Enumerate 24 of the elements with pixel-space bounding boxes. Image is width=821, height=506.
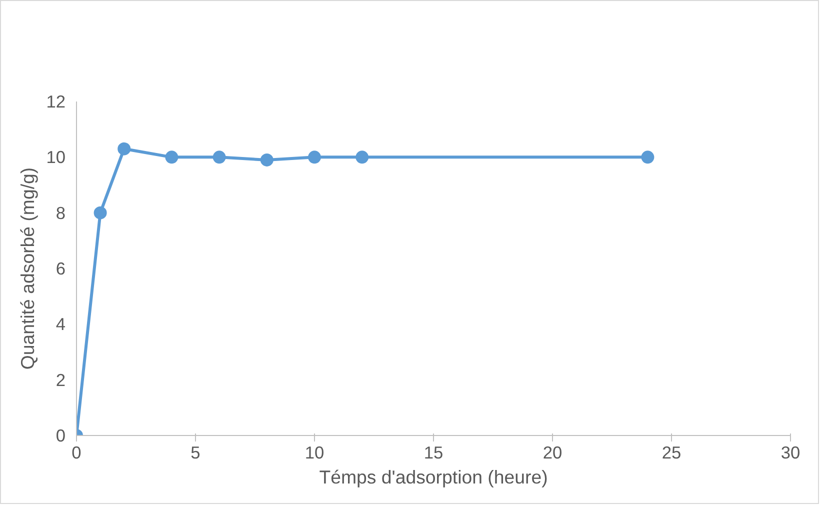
point xyxy=(94,206,107,220)
point xyxy=(212,150,226,164)
point xyxy=(118,142,131,156)
point xyxy=(356,150,369,164)
x-tick-label: 0 xyxy=(72,442,82,462)
x-tick-label: 10 xyxy=(304,442,324,462)
point xyxy=(641,150,654,164)
y-axis-title: Quantité adsorbé (mg/g) xyxy=(17,167,38,370)
x-tick-label: 5 xyxy=(190,442,200,462)
x-tick-label: 30 xyxy=(780,442,800,462)
point xyxy=(260,153,274,166)
point xyxy=(308,150,321,164)
y-tick-label: 4 xyxy=(56,314,66,334)
x-tick-label: 25 xyxy=(662,442,682,462)
x-tick-label: 15 xyxy=(424,442,444,462)
x-axis-title: Témps d'adsorption (heure) xyxy=(319,466,548,488)
point xyxy=(165,150,178,164)
y-tick-label: 2 xyxy=(56,370,66,390)
y-tick-label: 0 xyxy=(56,426,66,446)
x-tick-label: 20 xyxy=(542,442,562,462)
y-tick-label: 8 xyxy=(56,202,66,223)
y-tick-label: 10 xyxy=(46,147,66,168)
y-tick-label: 6 xyxy=(56,258,66,278)
y-tick-label: 12 xyxy=(46,92,66,112)
